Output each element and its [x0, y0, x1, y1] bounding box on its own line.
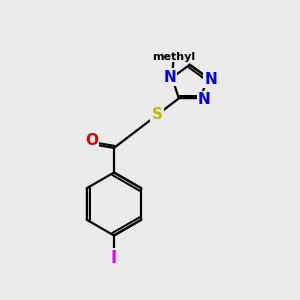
Text: N: N	[198, 92, 211, 107]
Text: methyl: methyl	[152, 52, 195, 61]
Text: N: N	[163, 70, 176, 85]
Text: S: S	[152, 107, 163, 122]
Text: O: O	[85, 133, 98, 148]
Text: I: I	[111, 249, 117, 267]
Text: N: N	[205, 72, 218, 87]
